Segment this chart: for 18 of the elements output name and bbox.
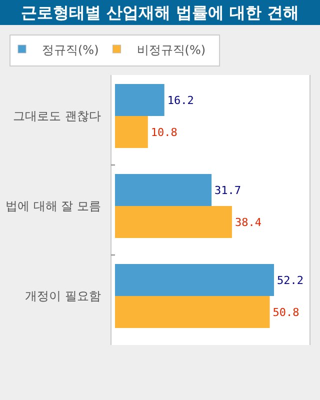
data-label: 38.4 <box>234 216 262 229</box>
data-label: 52.2 <box>277 274 304 287</box>
bar <box>115 206 232 238</box>
bar <box>115 296 270 328</box>
data-label: 16.2 <box>167 94 194 107</box>
legend-label: 비정규직(%) <box>136 43 206 57</box>
chart-title: 근로형태별 산업재해 법률에 대한 견해 <box>20 3 300 22</box>
y-tick-label: 그대로도 괜찮다 <box>13 109 101 123</box>
bar <box>115 116 148 148</box>
bar <box>115 264 274 296</box>
data-label: 50.8 <box>272 306 300 319</box>
data-label: 31.7 <box>214 184 242 197</box>
legend-label: 정규직(%) <box>42 43 99 57</box>
bar <box>115 84 164 116</box>
data-label: 10.8 <box>150 126 178 139</box>
y-tick-label: 개정이 필요함 <box>25 289 101 303</box>
y-tick-label: 법에 대해 잘 모름 <box>6 199 101 213</box>
bar <box>115 174 212 206</box>
